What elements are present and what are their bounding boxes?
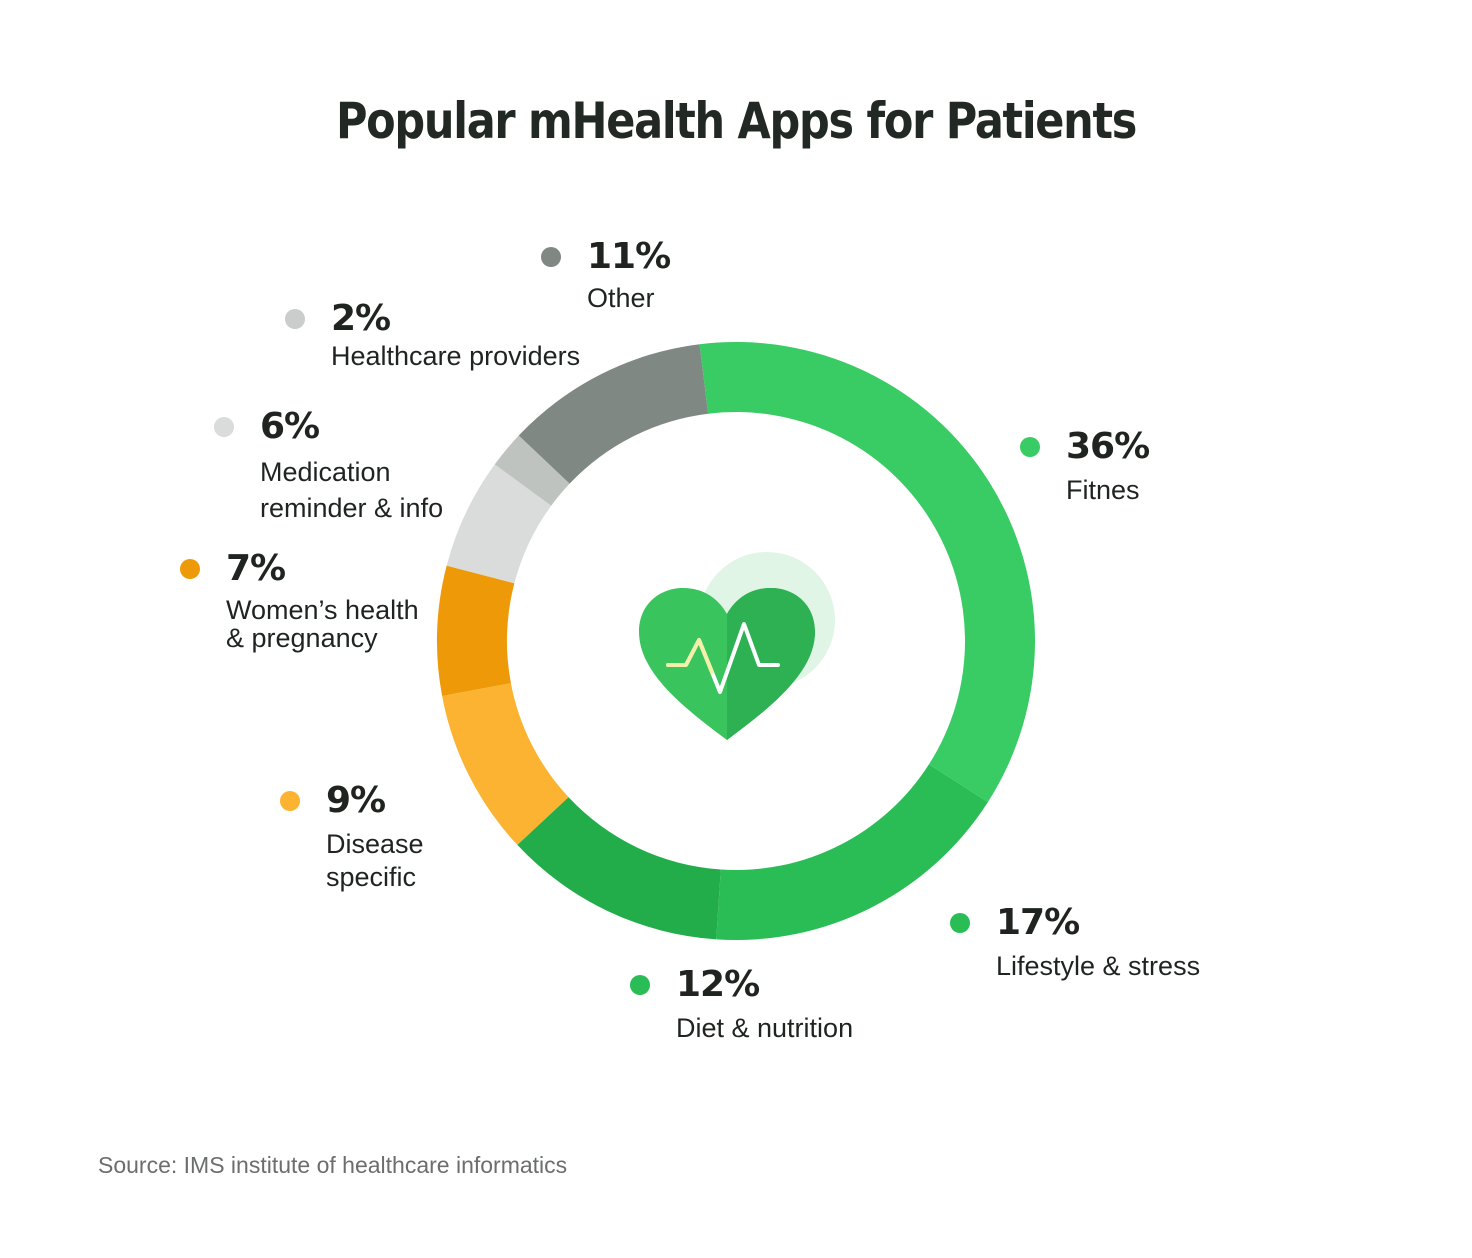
label-disease: 9% Disease specific [280, 780, 424, 894]
donut-slice-fitnes [699, 342, 1035, 803]
legend-dot-fitnes [1020, 437, 1040, 457]
donut-slice-lifestyle-stress [716, 764, 988, 941]
label-other: 11% Other [541, 236, 671, 315]
legend-dot-healthcare-providers [285, 309, 305, 329]
category-label-disease: Disease specific [326, 829, 424, 892]
heart-pulse-icon [639, 552, 835, 740]
legend-dot-womens-health [180, 559, 200, 579]
value-label-womens-health: 7% [226, 548, 286, 589]
label-healthcare-providers: 2% Healthcare providers [285, 298, 581, 373]
label-lifestyle: 17% Lifestyle & stress [950, 902, 1201, 983]
category-label-other: Other [587, 283, 655, 313]
chart-title: Popular mHealth Apps for Patients [335, 92, 1137, 150]
label-diet: 12% Diet & nutrition [630, 964, 854, 1045]
label-fitnes: 36% Fitnes [1020, 426, 1150, 507]
legend-dot-other [541, 247, 561, 267]
value-label-disease: 9% [326, 780, 386, 821]
label-medication: 6% Medication reminder & info [214, 406, 444, 526]
value-label-fitnes: 36% [1066, 426, 1150, 467]
donut-slice-other [518, 344, 709, 484]
donut-slice-disease-specific [442, 683, 569, 845]
value-label-medication: 6% [260, 406, 320, 447]
donut-slice-healthcare-providers [494, 435, 570, 506]
legend-dot-diet [630, 975, 650, 995]
value-label-diet: 12% [676, 964, 760, 1005]
label-womens-health: 7% Women’s health & pregnancy [180, 548, 419, 653]
donut-slice-medication-reminder-info [446, 464, 552, 584]
category-label-womens-health: Women’s health & pregnancy [226, 595, 419, 653]
legend-dot-medication [214, 417, 234, 437]
category-label-lifestyle: Lifestyle & stress [996, 951, 1201, 981]
category-label-fitnes: Fitnes [1066, 475, 1140, 505]
category-label-medication: Medication reminder & info [260, 457, 444, 523]
legend-dot-lifestyle [950, 913, 970, 933]
legend-dot-disease [280, 791, 300, 811]
category-label-diet: Diet & nutrition [676, 1013, 854, 1043]
value-label-lifestyle: 17% [996, 902, 1080, 943]
value-label-healthcare-providers: 2% [331, 298, 391, 339]
value-label-other: 11% [587, 236, 671, 277]
donut-slice-women-s-health-pregnancy [437, 565, 515, 697]
source-note: Source: IMS institute of healthcare info… [98, 1152, 568, 1178]
donut-slice-diet-nutrition [517, 797, 721, 940]
category-label-healthcare-providers: Healthcare providers [331, 341, 581, 371]
